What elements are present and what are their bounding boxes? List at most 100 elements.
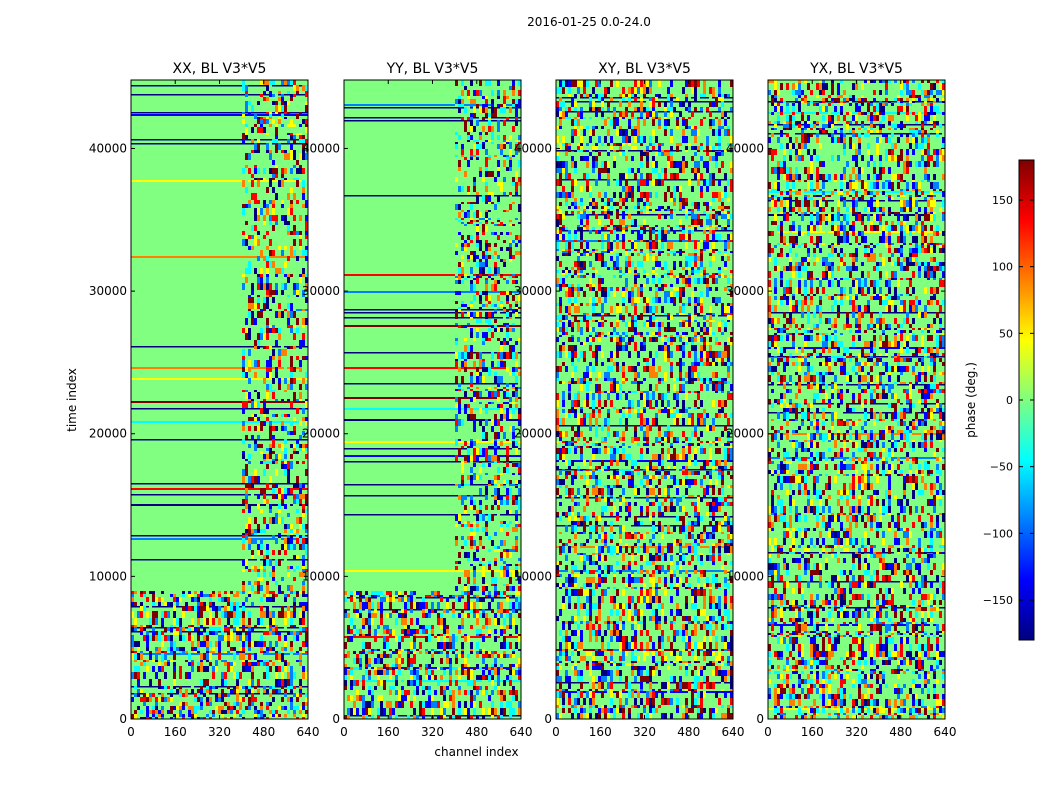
heatmap-cell: [586, 206, 589, 209]
heatmap-cell: [485, 247, 488, 251]
heatmap-cell: [571, 186, 574, 192]
heatmap-cell: [512, 391, 515, 397]
heatmap-cell: [706, 209, 709, 211]
heatmap-cell: [278, 454, 281, 459]
heatmap-cell: [721, 152, 724, 156]
heatmap-cell: [497, 255, 500, 259]
heatmap-cell: [299, 494, 302, 499]
heatmap-cell: [592, 202, 595, 206]
heatmap-cell: [380, 651, 383, 654]
heatmap-cell: [485, 210, 488, 212]
heatmap-cell: [260, 529, 263, 533]
heatmap-cell: [518, 251, 521, 255]
heatmap-cell: [473, 167, 476, 171]
heatmap-cell: [296, 178, 299, 180]
heatmap-cell: [479, 212, 482, 218]
heatmap-cell: [392, 708, 395, 715]
heatmap-cell: [500, 104, 503, 107]
heatmap-cell: [515, 304, 518, 307]
heatmap-cell: [140, 702, 143, 706]
heatmap-cell: [431, 675, 434, 680]
heatmap-cell: [392, 609, 395, 613]
heatmap-cell: [440, 658, 443, 664]
heatmap-cell: [646, 146, 649, 150]
heatmap-cell: [230, 625, 233, 627]
heatmap-cell: [509, 276, 512, 278]
heatmap-cell: [509, 160, 512, 167]
heatmap-cell: [485, 686, 488, 690]
heatmap-cell: [646, 192, 649, 198]
heatmap-cell: [446, 591, 449, 595]
heatmap-cell: [470, 649, 473, 651]
heatmap-cell: [272, 439, 275, 444]
heatmap-cell: [670, 129, 673, 136]
heatmap-cell: [574, 146, 577, 150]
heatmap-cell: [272, 647, 275, 651]
heatmap-cell: [272, 392, 275, 399]
heatmap-cell: [470, 80, 473, 86]
heatmap-cell: [275, 710, 278, 714]
heatmap-cell: [254, 710, 257, 714]
heatmap-cell: [296, 160, 299, 165]
heatmap-cell: [482, 670, 485, 675]
heatmap-cell: [290, 566, 293, 569]
heatmap-cell: [362, 595, 365, 597]
heatmap-cell: [389, 595, 392, 597]
heatmap-cell: [275, 274, 278, 277]
heatmap-cell: [287, 303, 290, 309]
stripe: [344, 461, 521, 463]
heatmap-cell: [251, 714, 254, 717]
heatmap-cell: [494, 546, 497, 549]
heatmap-cell: [491, 107, 494, 113]
heatmap-cell: [131, 666, 134, 672]
heatmap-cell: [479, 144, 482, 149]
heatmap-cell: [368, 625, 371, 629]
stripe: [344, 419, 521, 421]
heatmap-cell: [482, 514, 485, 521]
heatmap-cell: [685, 214, 688, 219]
heatmap-cell: [488, 602, 491, 609]
heatmap-cell: [209, 689, 212, 693]
heatmap-cell: [233, 706, 236, 710]
heatmap-cell: [287, 594, 290, 597]
heatmap-cell: [518, 182, 521, 186]
heatmap-cell: [476, 664, 479, 667]
heatmap-cell: [350, 609, 353, 613]
heatmap-cell: [272, 483, 275, 488]
heatmap-cell: [586, 143, 589, 146]
heatmap-cell: [197, 706, 200, 710]
heatmap-cell: [485, 319, 488, 323]
heatmap-cell: [359, 695, 362, 701]
heatmap-cell: [467, 654, 470, 658]
heatmap-cell: [272, 499, 275, 504]
heatmap-cell: [215, 662, 218, 666]
heatmap-cell: [473, 595, 476, 597]
heatmap-cell: [260, 384, 263, 390]
heatmap-cell: [497, 475, 500, 480]
heatmap-cell: [218, 591, 221, 594]
heatmap-cell: [356, 591, 359, 595]
heatmap-cells: [131, 80, 308, 719]
heatmap-cell: [470, 642, 473, 649]
heatmap-cell: [260, 647, 263, 651]
heatmap-cell: [200, 686, 203, 689]
heatmap-cell: [485, 278, 488, 280]
heatmap-cell: [164, 693, 167, 697]
heatmap-cell: [302, 204, 305, 208]
heatmap-cell: [712, 179, 715, 186]
heatmap-cell: [518, 224, 521, 226]
heatmap-cell: [730, 186, 733, 192]
heatmap-cell: [251, 246, 254, 250]
heatmap-cell: [715, 214, 718, 219]
heatmap-cell: [383, 595, 386, 597]
heatmap-cell: [242, 426, 245, 431]
heatmap-cell: [398, 658, 401, 664]
heatmap-cell: [565, 202, 568, 206]
heatmap-cell: [506, 232, 509, 235]
heatmap-cell: [281, 611, 284, 618]
heatmap-cell: [479, 218, 482, 220]
heatmap-cell: [146, 693, 149, 697]
heatmap-cell: [275, 193, 278, 200]
heatmap-cell: [691, 146, 694, 150]
heatmap-cell: [512, 276, 515, 278]
